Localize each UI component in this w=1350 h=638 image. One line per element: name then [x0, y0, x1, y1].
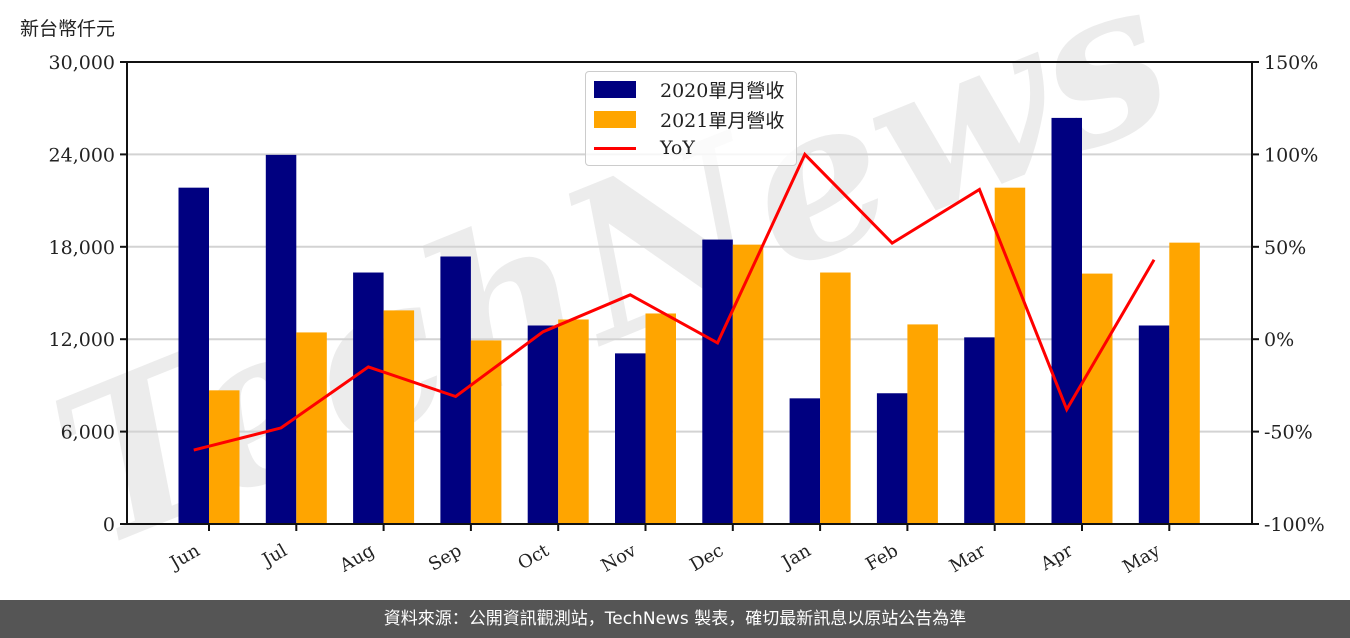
y-tick-label: 0 [103, 514, 115, 536]
chart-area: TechNews 0 6,000 12,000 18,000 24,000 30,000-… [20, 0, 1325, 596]
x-tick-label: Feb [862, 540, 902, 575]
source-footer: 資料來源：公開資訊觀測站，TechNews 製表，確切最新訊息以原站公告為準 [0, 600, 1350, 638]
orange-swatch-icon [594, 110, 636, 128]
y-axis-unit-label: 新台幣仟元 [20, 18, 116, 40]
x-tick-label: Aug [335, 540, 378, 577]
bar-2021 [1082, 273, 1113, 524]
bar-2021 [209, 390, 240, 524]
legend-item-yoy: YoY [594, 135, 695, 161]
legend-item-2020: 2020單月營收 [594, 76, 784, 102]
y2-tick-label: -100% [1264, 514, 1325, 536]
navy-swatch-icon [594, 80, 636, 98]
bar-2020 [789, 398, 821, 524]
y-tick-label: 24,000 [49, 144, 115, 166]
bars [178, 117, 1200, 525]
plot-frame [126, 61, 1253, 525]
bar-2020 [615, 353, 646, 524]
x-tick-label: Sep [425, 540, 465, 575]
legend-label: 2020單月營收 [660, 79, 785, 102]
x-tick-label: Mar [946, 540, 990, 577]
legend-item-2021: 2021單月營收 [594, 106, 784, 132]
bar-2021 [732, 244, 764, 525]
yoy-line [193, 151, 1156, 452]
bar-2021 [558, 319, 589, 524]
bar-2020 [1138, 325, 1170, 524]
legend-label: 2021單月營收 [660, 109, 785, 132]
y2-tick-label: 150% [1264, 52, 1318, 74]
bar-2021 [820, 272, 851, 524]
x-tick-label: Nov [598, 540, 641, 577]
bar-2021 [470, 340, 502, 524]
bar-2020 [265, 154, 297, 524]
bar-2020 [876, 393, 908, 524]
x-tick-label: Dec [686, 540, 727, 576]
bar-2021 [383, 310, 415, 524]
bar-2020 [1051, 117, 1082, 524]
bar-2021 [907, 324, 938, 524]
legend: 2020單月營收 2021單月營收 YoY [585, 71, 797, 166]
bar-2020 [527, 325, 559, 524]
x-tick-label: Jul [257, 540, 291, 572]
y2-tick-label: -50% [1264, 422, 1313, 444]
x-tick-label: May [1119, 540, 1164, 578]
y-tick-label: 30,000 [49, 52, 115, 74]
x-tick-label: Jan [777, 540, 815, 574]
bar-2020 [353, 272, 384, 524]
y-tick-label: 18,000 [49, 237, 115, 259]
y2-tick-label: 100% [1264, 144, 1318, 166]
x-tick-label: Oct [514, 540, 553, 575]
bar-2021 [645, 313, 676, 524]
legend-label: YoY [660, 137, 695, 159]
bar-2021 [1169, 242, 1200, 524]
y-tick-label: 12,000 [49, 329, 115, 351]
y-tick-label: 6,000 [61, 422, 115, 444]
bar-2020 [702, 239, 733, 524]
y2-tick-label: 50% [1264, 237, 1306, 259]
red-line-icon [594, 146, 636, 150]
y2-tick-label: 0% [1264, 329, 1294, 351]
yoy-polyline [193, 151, 1156, 452]
bar-2021 [296, 332, 327, 524]
x-tick-label: Apr [1036, 540, 1076, 575]
bar-2020 [178, 187, 209, 524]
bar-2020 [964, 337, 995, 524]
